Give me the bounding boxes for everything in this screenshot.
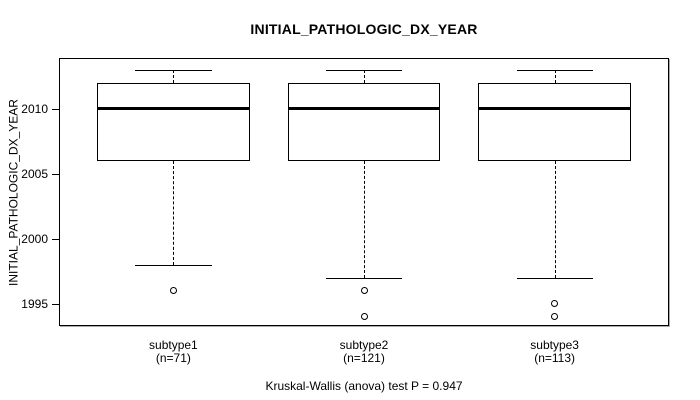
x-group-label: subtype2 (n=121) (294, 339, 434, 365)
y-tick-label: 1995 (21, 296, 48, 311)
lower-whisker-cap (135, 264, 212, 266)
outlier-point (551, 300, 559, 308)
x-group-label: subtype1 (n=71) (103, 339, 243, 365)
upper-whisker-line (554, 69, 556, 83)
median-line (478, 107, 631, 111)
iqr-box (287, 82, 441, 161)
lower-whisker-line (554, 160, 556, 278)
outlier-point (360, 313, 368, 321)
x-group-count: (n=121) (343, 351, 385, 365)
lower-whisker-cap (516, 277, 593, 279)
upper-whisker-cap (516, 69, 593, 71)
upper-whisker-line (364, 69, 365, 83)
lower-whisker-line (173, 160, 175, 265)
chart-title: INITIAL_PATHOLOGIC_DX_YEAR (250, 21, 478, 37)
y-tick-mark (52, 173, 59, 175)
x-group-name: subtype2 (339, 338, 389, 352)
iqr-box (478, 82, 631, 161)
lower-whisker-line (364, 160, 365, 278)
y-tick-label: 2005 (21, 166, 48, 181)
y-tick-mark (52, 108, 59, 110)
lower-whisker-cap (325, 277, 403, 279)
y-tick-label: 2000 (21, 231, 48, 246)
upper-whisker-cap (325, 69, 403, 71)
y-tick-mark (52, 238, 59, 240)
upper-whisker-cap (135, 69, 212, 71)
upper-whisker-line (173, 69, 175, 83)
y-tick-label: 2010 (21, 101, 48, 116)
y-tick-mark (52, 303, 59, 305)
median-line (97, 107, 250, 111)
outlier-point (169, 287, 177, 295)
outlier-point (551, 313, 559, 321)
x-group-count: (n=113) (534, 351, 576, 365)
iqr-box (97, 82, 250, 161)
x-group-name: subtype1 (149, 338, 198, 352)
median-line (287, 107, 441, 111)
x-group-label: subtype3 (n=113) (485, 339, 625, 365)
x-group-name: subtype3 (530, 338, 579, 352)
stat-test-caption: Kruskal-Wallis (anova) test P = 0.947 (265, 379, 463, 393)
x-group-count: (n=71) (155, 351, 191, 365)
outlier-point (360, 287, 368, 295)
